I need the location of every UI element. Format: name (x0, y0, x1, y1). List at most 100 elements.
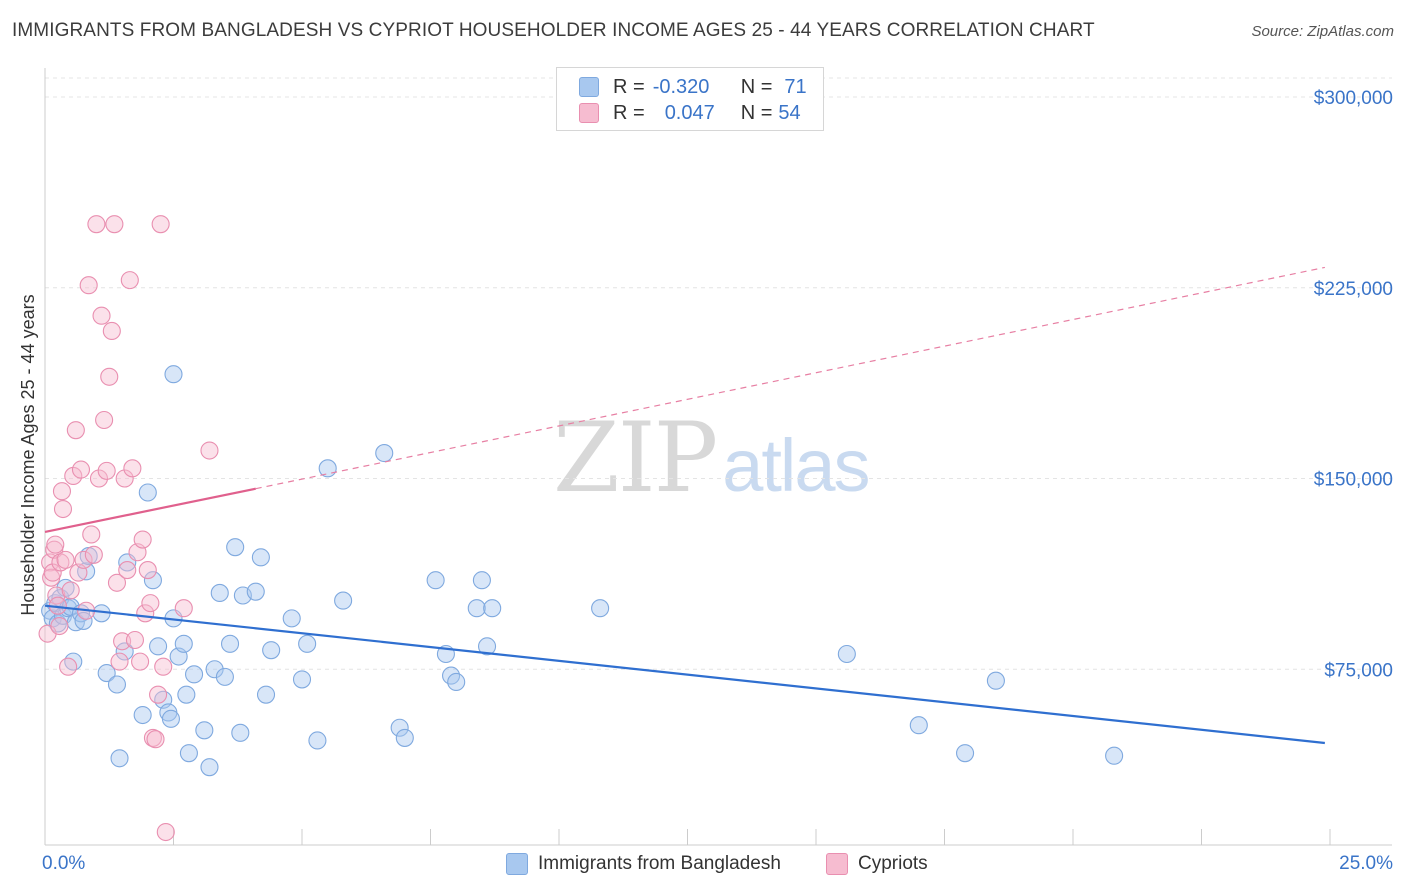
bottom-legend-label-bangladesh: Immigrants from Bangladesh (538, 853, 781, 874)
cypriots-trend-extension (255, 266, 1325, 490)
bangladesh-point (472, 571, 491, 590)
bangladesh-point (262, 641, 281, 660)
y-axis-label: Householder Income Ages 25 - 44 years (18, 294, 38, 615)
cypriots-point (174, 599, 193, 618)
cypriots-point (56, 550, 75, 569)
cypriots-point (53, 499, 73, 519)
cypriots-point (52, 482, 72, 501)
x-tick-label: 25.0% (1339, 853, 1393, 874)
bangladesh-point (395, 728, 414, 747)
bangladesh-point (1105, 746, 1124, 765)
bangladesh-point (97, 664, 116, 683)
chart-title: IMMIGRANTS FROM BANGLADESH VS CYPRIOT HO… (12, 20, 1095, 41)
bangladesh-point (200, 758, 219, 777)
cypriots-point (46, 535, 65, 554)
bangladesh-point (133, 705, 152, 725)
cypriots-point (149, 685, 168, 704)
cypriots-point (200, 441, 219, 460)
bangladesh-point (226, 538, 245, 557)
bangladesh-point (375, 444, 394, 463)
cypriots-point (89, 469, 109, 488)
cypriots-point (71, 460, 91, 479)
watermark-atlas: atlas (722, 424, 870, 507)
bangladesh-point (138, 483, 157, 502)
bangladesh-point (161, 709, 180, 728)
bangladesh-point (143, 571, 162, 590)
y-tick-label: $150,000 (1314, 470, 1393, 491)
cypriots-trend-line (44, 487, 256, 533)
bangladesh-point (282, 609, 301, 628)
cypriots-point (92, 306, 111, 325)
bottom-legend-label-cypriots: Cypriots (858, 853, 928, 874)
bangladesh-point (298, 634, 317, 653)
bangladesh-point (477, 637, 497, 656)
bangladesh-point (308, 731, 327, 750)
cypriots-point (84, 545, 103, 564)
cypriots-point (59, 657, 78, 676)
cypriots-point (141, 594, 160, 613)
bangladesh-point (251, 548, 270, 567)
bangladesh-point (215, 667, 234, 686)
bangladesh-point (56, 578, 75, 597)
legend-swatch-cypriots (579, 103, 599, 123)
cypriots-point (87, 215, 106, 234)
bangladesh-point (107, 675, 127, 694)
bangladesh-point (837, 644, 856, 664)
bangladesh-point (220, 634, 240, 653)
bottom-legend-swatch-bangladesh (506, 853, 528, 875)
bangladesh-point (909, 716, 928, 735)
bangladesh-point (164, 365, 183, 384)
cypriots-point (131, 652, 150, 671)
cypriots-point (110, 652, 129, 671)
cypriots-point (105, 215, 124, 234)
bangladesh-point (292, 670, 312, 689)
r-value: 0.047 (664, 101, 715, 124)
cypriots-point (66, 421, 85, 440)
n-value: 71 (784, 75, 807, 98)
bottom-legend-cypriots: Cypriots (826, 851, 928, 877)
cypriots-point (151, 215, 170, 234)
correlation-legend: R = -0.320 N = 71 R = 0.047 N = 54 (556, 67, 824, 131)
cypriots-point (102, 321, 121, 341)
bangladesh-point (195, 721, 214, 740)
cypriots-point (125, 630, 144, 650)
cypriots-point (74, 550, 93, 569)
y-tick-label: $225,000 (1314, 279, 1393, 300)
cypriots-point (50, 616, 69, 636)
bottom-legend-swatch-cypriots (826, 853, 848, 875)
bangladesh-point (426, 571, 445, 590)
cypriots-point (43, 563, 62, 582)
n-value: 54 (778, 101, 801, 124)
bangladesh-point (231, 723, 250, 742)
cypriots-point (113, 632, 132, 651)
cypriots-point (156, 822, 175, 842)
cypriots-point (133, 530, 152, 549)
r-label: R = (613, 101, 645, 124)
bangladesh-point (179, 744, 198, 763)
cypriots-point (79, 276, 98, 295)
r-value: -0.320 (652, 75, 710, 98)
r-label: R = (613, 75, 645, 98)
cypriots-point (100, 367, 119, 386)
y-tick-label: $300,000 (1314, 88, 1393, 109)
cypriots-point (82, 525, 101, 544)
bottom-legend-bangladesh: Immigrants from Bangladesh (506, 851, 781, 877)
bangladesh-point (483, 599, 502, 618)
cypriots-point (146, 730, 165, 749)
bangladesh-point (64, 652, 83, 671)
legend-row-cypriots: R = 0.047 N = 54 (579, 101, 801, 125)
cypriots-point (95, 410, 114, 430)
watermark-zip: ZIP (553, 402, 718, 514)
source-label: Source: ZipAtlas.com (1251, 23, 1394, 40)
cypriots-point (115, 469, 134, 488)
bangladesh-point (149, 637, 168, 656)
bangladesh-point (390, 718, 409, 737)
bangladesh-point (210, 583, 229, 603)
bangladesh-point (174, 634, 193, 653)
bangladesh-point (467, 599, 486, 618)
cypriots-point (107, 573, 127, 592)
bangladesh-point (177, 685, 196, 704)
cypriots-point (120, 271, 139, 290)
cypriots-point (97, 461, 116, 480)
